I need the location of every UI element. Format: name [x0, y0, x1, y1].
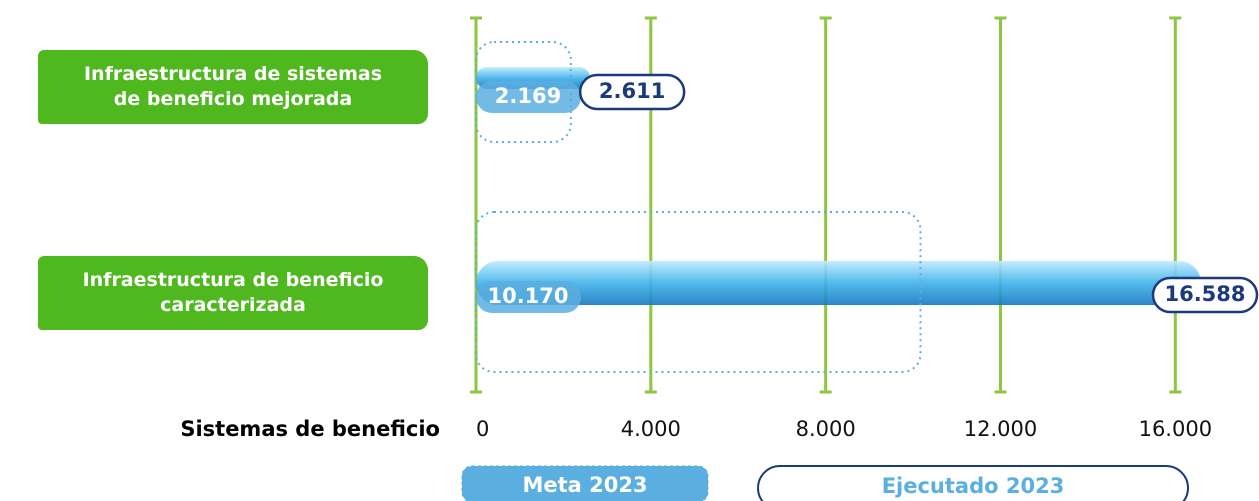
target-pill	[476, 81, 581, 113]
executed-value-label: 16.588	[1164, 282, 1245, 306]
target-value-label: 2.169	[495, 84, 561, 108]
target-value-label: 10.170	[487, 284, 568, 308]
legend-label: Meta 2023	[522, 473, 647, 497]
x-tick-label: 4.000	[621, 417, 681, 441]
legend-swatch	[461, 465, 709, 501]
target-pill	[476, 281, 581, 313]
legend-swatch	[757, 465, 1189, 501]
category-label-box: Infraestructura de beneficio caracteriza…	[38, 256, 428, 330]
x-tick-label: 12.000	[964, 417, 1037, 441]
legend-label: Ejecutado 2023	[882, 474, 1065, 498]
executed-bar	[476, 261, 1202, 305]
marks: 2.169 2.611 10.170 16.588	[475, 41, 1259, 373]
executed-value-label: 2.611	[599, 79, 665, 103]
category-label: Infraestructura de beneficio caracteriza…	[82, 269, 384, 316]
category-label-box: Infraestructura de sistemas de beneficio…	[38, 50, 428, 124]
executed-pill	[1151, 276, 1259, 314]
x-axis-label: Sistemas de beneficio	[180, 417, 440, 441]
category-label: Infraestructura de sistemas de beneficio…	[83, 63, 383, 110]
x-tick-label: 0	[476, 417, 489, 441]
x-tick-label: 8.000	[796, 417, 856, 441]
target-box	[475, 211, 922, 373]
executed-pill	[578, 73, 686, 111]
x-tick-label: 16.000	[1139, 417, 1212, 441]
